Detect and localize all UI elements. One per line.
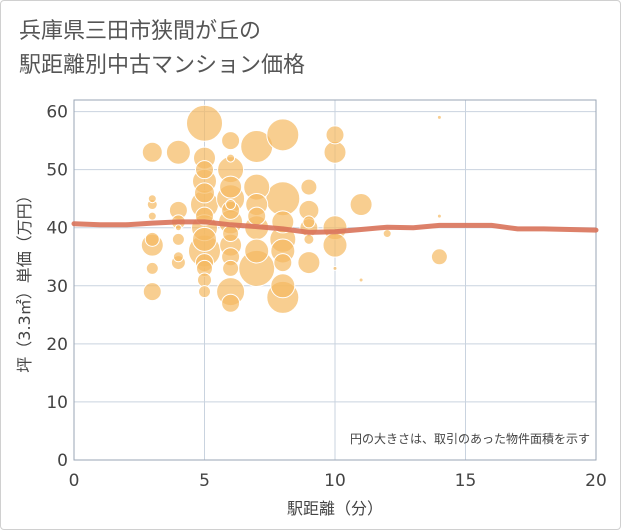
x-tick-label: 20 [585, 471, 607, 491]
data-point [171, 232, 185, 246]
data-point [145, 261, 159, 275]
data-point [436, 213, 442, 219]
data-point [195, 160, 214, 180]
data-point [197, 272, 212, 288]
data-point [142, 282, 162, 302]
data-point [297, 251, 321, 275]
data-point [303, 233, 315, 245]
data-point [322, 232, 348, 258]
data-point [358, 277, 364, 283]
bubbles [140, 104, 448, 314]
y-axis-label: 坪（3.3㎡）単価（万円） [15, 187, 34, 372]
data-point [430, 248, 448, 266]
title-line-1: 兵庫県三田市狭間が丘の [19, 19, 262, 44]
data-point [332, 265, 338, 271]
data-point [221, 131, 241, 151]
chart-title: 兵庫県三田市狭間が丘の 駅距離別中古マンション価格 [19, 15, 305, 83]
data-point [144, 231, 160, 247]
data-point [382, 229, 392, 239]
data-point [270, 273, 296, 299]
data-point [300, 178, 318, 196]
x-tick-label: 15 [455, 471, 477, 491]
data-point [247, 206, 267, 226]
tick-labels: 0 5 10 15 20 0 10 20 30 40 50 60 [46, 103, 606, 491]
x-tick-label: 0 [69, 471, 80, 491]
data-point [323, 140, 347, 164]
data-point [221, 293, 241, 313]
data-point [244, 238, 270, 264]
title-line-2: 駅距離別中古マンション価格 [19, 53, 306, 78]
y-tick-label: 40 [46, 219, 68, 239]
data-point [273, 253, 293, 273]
trend-line [71, 219, 599, 235]
data-point [147, 194, 157, 204]
data-point [226, 153, 236, 163]
data-point [266, 118, 300, 152]
data-point [186, 104, 223, 142]
y-tick-label: 20 [46, 335, 68, 355]
data-point [222, 259, 240, 277]
data-point [436, 114, 442, 120]
data-point [219, 175, 243, 199]
x-axis-label: 駅距離（分） [287, 499, 383, 518]
data-point [325, 125, 345, 145]
data-point [198, 285, 211, 299]
x-tick-label: 10 [324, 471, 346, 491]
size-note: 円の大きさは、取引のあった物件面積を示す [350, 431, 590, 446]
data-point [174, 224, 182, 232]
data-point [222, 225, 240, 243]
y-tick-label: 50 [46, 161, 68, 181]
average-line [71, 219, 599, 235]
y-tick-label: 10 [46, 393, 68, 413]
y-tick-label: 0 [57, 451, 68, 471]
x-tick-label: 5 [199, 471, 210, 491]
data-point [225, 199, 237, 211]
data-point [165, 139, 191, 165]
y-tick-label: 30 [46, 277, 68, 297]
data-point [302, 215, 316, 229]
data-point [194, 182, 215, 204]
data-point [172, 251, 184, 263]
data-point [349, 193, 373, 217]
data-point [141, 141, 163, 163]
data-point [192, 226, 217, 252]
plot-border [73, 99, 597, 461]
data-point [147, 211, 157, 221]
y-tick-label: 60 [46, 103, 68, 123]
